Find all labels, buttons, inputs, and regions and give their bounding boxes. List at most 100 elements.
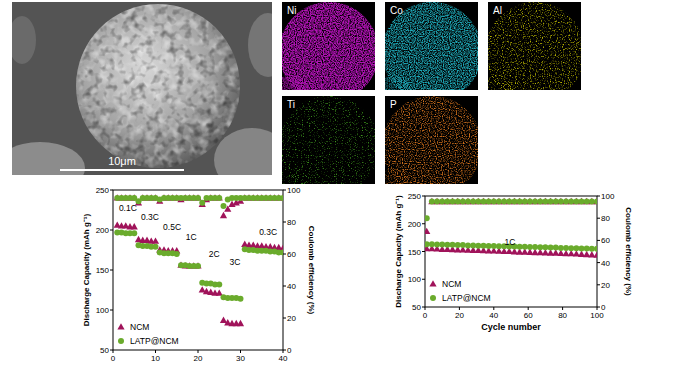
point (527, 199, 533, 205)
point (594, 246, 597, 252)
y-tick-label: 200 (96, 226, 110, 235)
x-tick (198, 350, 199, 353)
point (553, 199, 559, 205)
x-axis-title: Cycle number (481, 322, 541, 332)
x-tick-label: 60 (524, 311, 533, 320)
point (195, 195, 201, 201)
y2-axis-title: Coulomb efficiency (%) (624, 207, 633, 296)
point (475, 243, 481, 249)
annotation: 0.5C (163, 222, 181, 232)
legend-label: LATP@NCM (442, 293, 491, 303)
y-tick (422, 251, 425, 252)
y-tick (422, 196, 425, 197)
eds-label: Al (493, 5, 502, 16)
marks (425, 198, 597, 258)
eds-map (488, 2, 581, 90)
x-tick-label: 30 (236, 354, 245, 363)
sem-image (12, 2, 272, 175)
y2-tick (283, 190, 286, 191)
y2-tick-label: 80 (601, 214, 610, 223)
point (434, 199, 440, 205)
point (152, 237, 159, 243)
x-tick-label: 100 (590, 311, 604, 320)
point (558, 245, 564, 251)
point (439, 242, 445, 248)
point (425, 215, 430, 221)
annotation: 2C (209, 249, 220, 259)
point (174, 251, 180, 257)
point (280, 195, 283, 201)
eds-map (282, 2, 375, 90)
y2-tick (597, 284, 600, 285)
point (425, 228, 430, 234)
y-tick (422, 307, 425, 308)
sem-texture (76, 4, 240, 168)
x-tick-label: 20 (194, 354, 203, 363)
y2-tick (597, 307, 600, 308)
y-tick-label: 150 (408, 248, 422, 257)
point (522, 244, 528, 250)
point (470, 199, 476, 205)
x-tick-label: 20 (455, 311, 464, 320)
eds-signal (488, 76, 514, 90)
legend-label: LATP@NCM (130, 336, 179, 346)
point (501, 199, 507, 205)
point (199, 200, 205, 206)
annotation: 1C (505, 237, 516, 247)
point (558, 199, 564, 205)
point (573, 199, 579, 205)
annotation: 3C (230, 257, 241, 267)
y-tick-label: 200 (408, 220, 422, 229)
sem-particle (248, 13, 272, 77)
eds-signal (385, 170, 411, 184)
point (153, 244, 159, 250)
point (486, 199, 492, 205)
point (460, 242, 466, 248)
y-tick (110, 350, 113, 351)
y2-tick (597, 262, 600, 263)
point (475, 199, 481, 205)
point (517, 244, 523, 250)
point (216, 281, 222, 287)
y2-tick (597, 196, 600, 197)
legend-marker (429, 280, 436, 286)
point (237, 320, 244, 326)
point (568, 199, 574, 205)
page: {"chart_data": [ {"type": "scatter", "yl… (0, 0, 680, 384)
sem-texture (76, 4, 240, 168)
eds-signal (282, 170, 308, 184)
point (563, 199, 569, 205)
y-tick-label: 100 (96, 306, 110, 315)
x-tick-label: 40 (279, 354, 288, 363)
scale-bar (60, 169, 184, 171)
point (450, 242, 456, 248)
legend: NCMLATP@NCM (429, 279, 490, 303)
y-tick-label: 100 (408, 275, 422, 284)
y-tick-label: 250 (408, 192, 422, 201)
point (465, 199, 471, 205)
point (527, 244, 533, 250)
point (584, 199, 590, 205)
point (532, 244, 538, 250)
point (450, 199, 456, 205)
eds-map (385, 2, 478, 90)
point (434, 242, 440, 248)
point (548, 245, 554, 251)
point (593, 251, 597, 257)
point (280, 249, 283, 255)
eds-label: P (390, 99, 397, 110)
point (511, 199, 517, 205)
y2-tick (283, 286, 286, 287)
legend-marker (117, 323, 124, 329)
point (537, 244, 543, 250)
y-tick-label: 250 (96, 186, 110, 195)
point (199, 201, 206, 207)
plot-frame (113, 190, 283, 350)
point (460, 199, 466, 205)
y-tick (110, 270, 113, 271)
y2-tick-label: 60 (287, 250, 296, 259)
marks (114, 194, 283, 326)
eds-label: Ni (287, 5, 296, 16)
x-tick (493, 307, 494, 310)
x-tick-label: 10 (151, 354, 160, 363)
